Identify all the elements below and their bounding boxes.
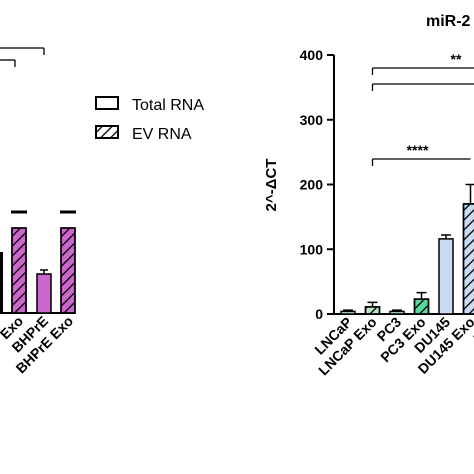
bar-hatch-du145-exo-5 xyxy=(462,203,474,315)
bar-du145-4 xyxy=(438,238,454,315)
legend-label-ev-rna: EV RNA xyxy=(132,126,192,143)
legend-label-total-rna: Total RNA xyxy=(132,97,204,114)
legend-swatch-ev-rna xyxy=(95,125,119,139)
legend: Total RNA EV RNA xyxy=(95,96,204,143)
significance-label-1: ** xyxy=(451,51,462,67)
y-axis-label: 2^-ΔCT xyxy=(263,159,280,212)
y-tick-label-0: 0 xyxy=(315,306,323,322)
significance-label-0: **** xyxy=(407,142,429,158)
legend-swatch-total-rna xyxy=(95,96,119,110)
left-bar-partial xyxy=(0,252,3,313)
chart-title: miR-2 xyxy=(426,13,471,30)
left-bar-bhpre xyxy=(36,273,52,314)
bar-hatch-lncap-exo-1 xyxy=(364,306,381,315)
bar-hatch-pc3-exo-3 xyxy=(413,298,430,315)
y-tick-label-100: 100 xyxy=(300,241,324,257)
y-tick-label-400: 400 xyxy=(300,47,324,63)
y-tick-label-300: 300 xyxy=(300,112,324,128)
y-tick-label-200: 200 xyxy=(300,177,324,193)
left-bar-bhpre-exo-hatch xyxy=(60,227,76,314)
left-bar-exo-hatch xyxy=(11,227,27,314)
